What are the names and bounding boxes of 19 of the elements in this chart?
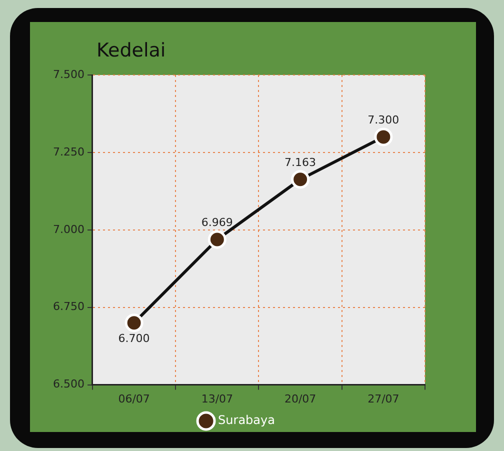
data-label: 7.300 <box>368 113 400 126</box>
point <box>208 230 226 249</box>
chart-title: Kedelai <box>96 39 166 62</box>
x-tick-label: 13/07 <box>201 392 234 406</box>
y-tick-label: 6.750 <box>52 300 84 314</box>
x-tick-label: 27/07 <box>368 392 400 406</box>
point <box>291 170 310 189</box>
y-tick-label: 7.250 <box>52 145 84 158</box>
legend-label: Surabaya <box>218 413 275 428</box>
point <box>124 314 144 332</box>
x-tick-label: 06/07 <box>118 392 150 406</box>
data-label: 7.163 <box>284 156 316 169</box>
y-tick-label: 6.500 <box>52 378 84 391</box>
data-label: 6.700 <box>118 332 150 346</box>
y-tick-label: 7.500 <box>52 68 84 81</box>
y-tick-label: 7.000 <box>52 222 84 236</box>
x-tick-label: 20/07 <box>284 392 316 406</box>
data-label: 6.969 <box>201 216 233 229</box>
point <box>374 128 393 146</box>
